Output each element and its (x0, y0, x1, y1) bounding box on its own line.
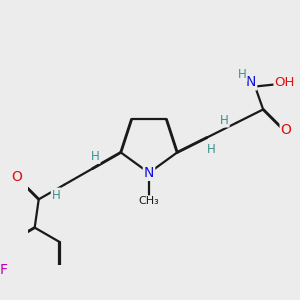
Text: O: O (280, 123, 292, 136)
Text: N: N (144, 166, 154, 180)
Text: OH: OH (274, 76, 295, 89)
Text: H: H (238, 68, 247, 81)
Text: F: F (0, 263, 8, 277)
Text: O: O (11, 170, 22, 184)
Text: H: H (52, 188, 61, 202)
Text: H: H (220, 114, 229, 127)
Text: H: H (206, 143, 215, 156)
Text: CH₃: CH₃ (139, 196, 159, 206)
Text: H: H (91, 150, 100, 163)
Text: N: N (246, 76, 256, 89)
